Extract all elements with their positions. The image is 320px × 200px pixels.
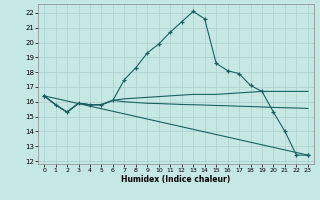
X-axis label: Humidex (Indice chaleur): Humidex (Indice chaleur): [121, 175, 231, 184]
